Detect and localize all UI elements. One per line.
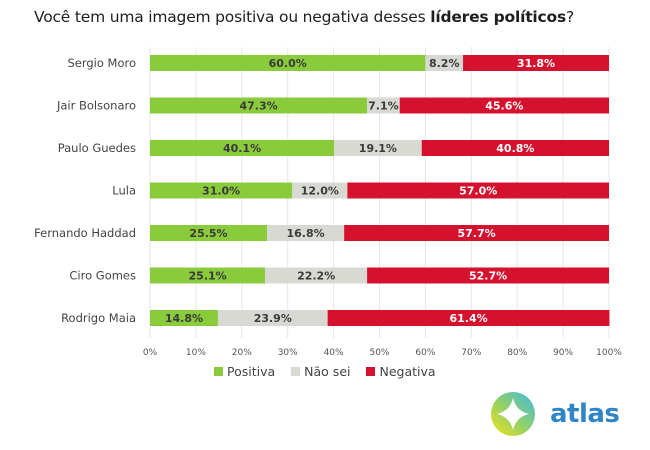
bar-segment-nao-sei: [334, 140, 422, 156]
bar-value-label: 47.3%: [239, 100, 277, 113]
legend-item-nao-sei: Não sei: [291, 364, 350, 379]
bar-segment-nao-sei: [425, 55, 464, 71]
x-tick-label: 70%: [461, 348, 481, 358]
bar-value-label: 25.5%: [189, 227, 227, 240]
legend-item-negativa: Negativa: [366, 364, 436, 379]
bar-segment-nao-sei: [292, 182, 348, 199]
category-label: Jair Bolsonaro: [56, 99, 136, 113]
bar-value-label: 31.0%: [202, 185, 240, 198]
bar-segment-nao-sei: [367, 97, 400, 114]
x-tick-label: 90%: [553, 348, 573, 358]
category-label: Fernando Haddad: [34, 226, 136, 240]
bar-value-label: 19.1%: [359, 142, 397, 155]
bar-segment-negativa: [344, 225, 609, 241]
bar-value-label: 40.1%: [223, 142, 261, 155]
bar-value-label: 8.2%: [429, 57, 460, 70]
bar-segment-nao-sei: [267, 225, 345, 241]
bar-value-label: 23.9%: [254, 312, 292, 325]
bar-segment-negativa: [367, 267, 609, 284]
category-label: Sergio Moro: [67, 56, 136, 70]
x-tick-label: 50%: [369, 348, 389, 358]
legend-label-positiva: Positiva: [227, 364, 276, 379]
legend-swatch-positiva: [214, 367, 223, 376]
x-tick-label: 20%: [232, 348, 252, 358]
bar-segment-negativa: [421, 140, 609, 156]
title-bold-text: líderes políticos: [430, 8, 567, 26]
x-tick-label: 10%: [186, 348, 206, 358]
x-tick-label: 60%: [415, 348, 435, 358]
legend-item-positiva: Positiva: [214, 364, 275, 379]
bar-value-label: 7.1%: [368, 100, 399, 113]
category-label: Lula: [112, 184, 136, 198]
bar-value-label: 61.4%: [449, 312, 487, 325]
category-label: Ciro Gomes: [69, 269, 136, 283]
bar-value-label: 40.8%: [496, 142, 534, 155]
legend-label-negativa: Negativa: [379, 364, 436, 379]
title-text: Você tem uma imagem positiva ou negativa…: [34, 8, 431, 26]
bar-value-label: 60.0%: [269, 57, 307, 70]
bar-segment-positiva: [150, 310, 218, 326]
bar-value-label: 45.6%: [485, 100, 523, 113]
bar-value-label: 16.8%: [287, 227, 325, 240]
bar-value-label: 52.7%: [469, 270, 507, 283]
legend: Positiva Não sei Negativa: [214, 364, 436, 379]
legend-swatch-negativa: [366, 367, 376, 376]
bar-value-label: 57.0%: [459, 185, 497, 198]
bar-segment-positiva: [150, 140, 335, 156]
bar-segment-positiva: [150, 97, 368, 114]
bar-value-label: 31.8%: [517, 57, 555, 70]
chart-title: Você tem uma imagem positiva ou negativa…: [34, 8, 574, 26]
bar-segment-nao-sei: [265, 267, 368, 284]
legend-swatch-nao-sei: [291, 367, 301, 376]
bar-value-label: 25.1%: [189, 270, 227, 283]
logo-text: atlas: [550, 399, 620, 429]
bar-segment-negativa: [463, 55, 609, 71]
x-tick-label: 40%: [324, 348, 344, 358]
bar-value-label: 14.8%: [165, 312, 203, 325]
bar-segment-negativa: [327, 310, 610, 326]
title-suffix: ?: [566, 8, 575, 26]
x-tick-label: 80%: [507, 348, 527, 358]
bar-value-label: 57.7%: [457, 227, 495, 240]
category-label: Paulo Guedes: [58, 141, 136, 155]
bar-segment-nao-sei: [217, 310, 328, 326]
atlas-logo: atlas: [490, 391, 620, 437]
x-tick-label: 0%: [143, 348, 158, 358]
bar-value-label: 12.0%: [301, 185, 339, 198]
bar-segment-positiva: [150, 182, 293, 199]
category-label: Rodrigo Maia: [61, 311, 136, 325]
bar-segment-positiva: [150, 267, 266, 284]
legend-label-nao-sei: Não sei: [304, 364, 351, 379]
bar-segment-positiva: [150, 225, 268, 241]
bar-segment-negativa: [399, 97, 609, 114]
bar-value-label: 22.2%: [297, 270, 335, 283]
bar-segment-negativa: [347, 182, 609, 199]
x-tick-label: 30%: [278, 348, 298, 358]
x-tick-label: 100%: [596, 348, 622, 358]
atlas-compass-logo-icon: [491, 392, 535, 436]
bar-segment-positiva: [150, 55, 426, 71]
